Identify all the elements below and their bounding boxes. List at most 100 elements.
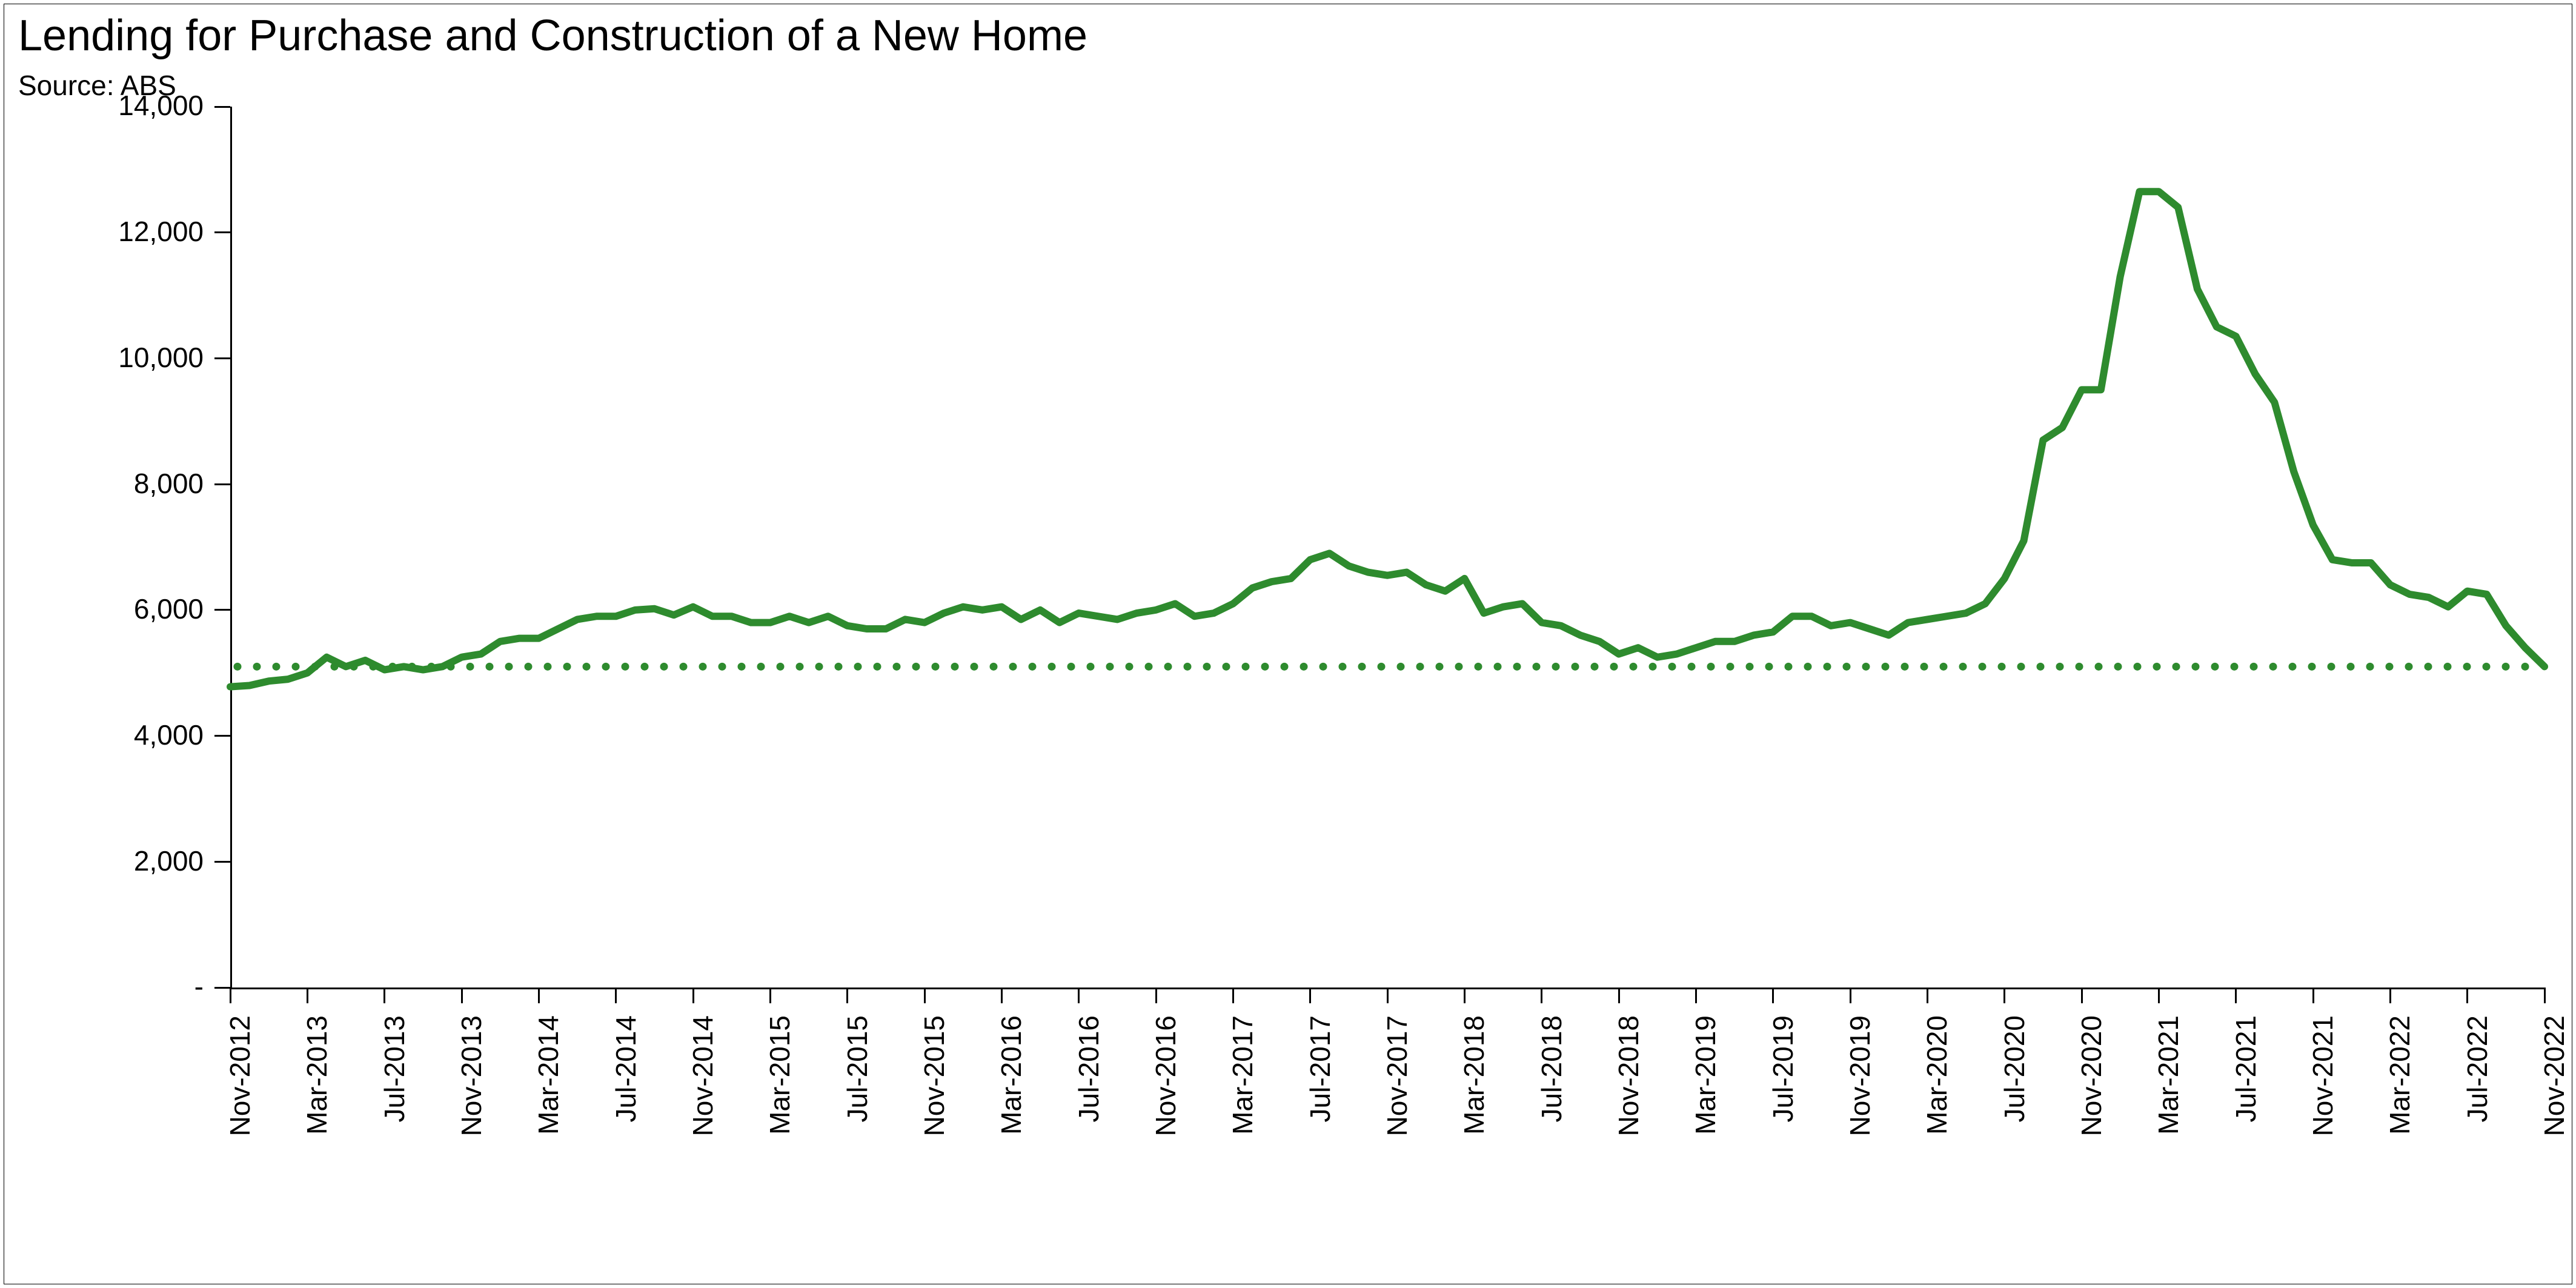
reference-dot [1572, 663, 1579, 671]
reference-dot [2173, 663, 2180, 671]
reference-dot [2366, 663, 2374, 671]
reference-dot [1533, 663, 1541, 671]
reference-dot [2405, 663, 2413, 671]
reference-dot [680, 663, 688, 671]
reference-dot [1688, 663, 1696, 671]
reference-dot [874, 663, 881, 671]
reference-dot [1494, 663, 1502, 671]
reference-dot [292, 663, 300, 671]
reference-dot [1746, 663, 1754, 671]
reference-dot [1242, 663, 1250, 671]
reference-dot [1765, 663, 1773, 671]
reference-dot [1184, 663, 1192, 671]
reference-dot [1959, 663, 1967, 671]
series-line [230, 191, 2544, 686]
reference-dot [1048, 663, 1056, 671]
reference-dot [1203, 663, 1211, 671]
reference-dot [2056, 663, 2064, 671]
reference-dot [1920, 663, 1928, 671]
reference-dot [2017, 663, 2025, 671]
reference-dot [2037, 663, 2045, 671]
reference-dot [796, 663, 804, 671]
reference-dot [2328, 663, 2335, 671]
reference-dot [660, 663, 668, 671]
reference-dot [1610, 663, 1618, 671]
reference-dot [1378, 663, 1386, 671]
reference-dot [1164, 663, 1172, 671]
reference-dot [990, 663, 998, 671]
reference-dot [1940, 663, 1948, 671]
reference-dot [1397, 663, 1405, 671]
reference-dot [699, 663, 707, 671]
reference-dot [912, 663, 920, 671]
reference-dot [1513, 663, 1521, 671]
reference-dot [777, 663, 785, 671]
reference-dot [951, 663, 959, 671]
reference-dot [2076, 663, 2083, 671]
reference-dot [2269, 663, 2277, 671]
reference-dot [2095, 663, 2103, 671]
reference-dot [1707, 663, 1715, 671]
reference-dot [2231, 663, 2239, 671]
reference-dot [622, 663, 629, 671]
reference-dot [273, 663, 281, 671]
reference-dot [1339, 663, 1347, 671]
reference-dot [2483, 663, 2491, 671]
reference-dot [1281, 663, 1289, 671]
reference-dot [1785, 663, 1793, 671]
reference-dot [525, 663, 533, 671]
reference-dot [1552, 663, 1560, 671]
reference-dot [1009, 663, 1017, 671]
reference-dot [854, 663, 862, 671]
reference-dot [932, 663, 940, 671]
reference-dot [1126, 663, 1134, 671]
reference-dot [2347, 663, 2355, 671]
reference-dot [253, 663, 261, 671]
reference-dot [2114, 663, 2122, 671]
chart-container: Lending for Purchase and Construction of… [0, 0, 2576, 1288]
reference-dot [2134, 663, 2142, 671]
reference-dot [835, 663, 843, 671]
reference-dot [815, 663, 823, 671]
reference-dot [719, 663, 726, 671]
reference-dot [2463, 663, 2471, 671]
reference-dot [1223, 663, 1230, 671]
plot-area [0, 0, 2576, 1288]
reference-dot [2521, 663, 2529, 671]
reference-dot [2308, 663, 2316, 671]
reference-dot [1727, 663, 1734, 671]
reference-dot [583, 663, 591, 671]
reference-dot [1475, 663, 1482, 671]
reference-dot [757, 663, 765, 671]
reference-dot [1455, 663, 1463, 671]
reference-dot [2211, 663, 2219, 671]
reference-dot [2386, 663, 2394, 671]
reference-dot [1145, 663, 1153, 671]
reference-dot [563, 663, 571, 671]
reference-dot [1067, 663, 1075, 671]
reference-dot [1668, 663, 1676, 671]
reference-dot [234, 663, 242, 671]
reference-dot [1901, 663, 1909, 671]
reference-dot [2444, 663, 2452, 671]
reference-dot [1358, 663, 1366, 671]
reference-dot [1804, 663, 1812, 671]
reference-dot [1843, 663, 1851, 671]
reference-dot [1087, 663, 1095, 671]
reference-dot [602, 663, 610, 671]
reference-dot [2192, 663, 2200, 671]
reference-dot [1261, 663, 1269, 671]
reference-dot [1300, 663, 1308, 671]
reference-dot [1998, 663, 2006, 671]
reference-dot [641, 663, 649, 671]
reference-dot [1106, 663, 1114, 671]
reference-dot [544, 663, 552, 671]
reference-dot [1029, 663, 1037, 671]
reference-dot [1862, 663, 1870, 671]
reference-dot [1979, 663, 1987, 671]
reference-dot [1320, 663, 1327, 671]
reference-dot [1630, 663, 1638, 671]
reference-dot [505, 663, 513, 671]
reference-dot [1591, 663, 1599, 671]
reference-dot [2250, 663, 2258, 671]
